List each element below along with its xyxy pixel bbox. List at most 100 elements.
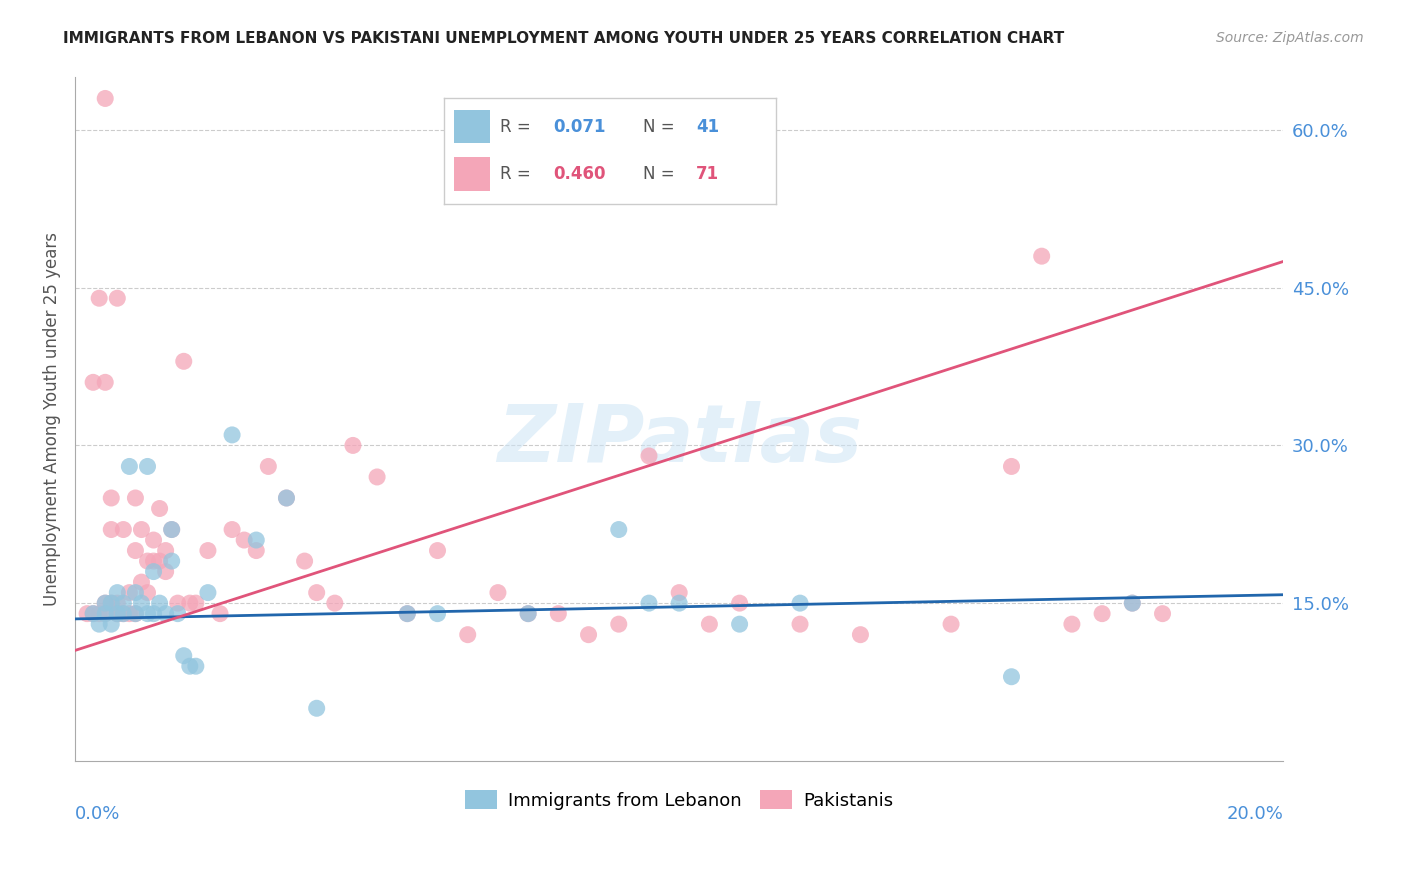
Point <box>1152 607 1174 621</box>
Y-axis label: Unemployment Among Youth under 25 years: Unemployment Among Youth under 25 years <box>44 232 60 607</box>
Text: Source: ZipAtlas.com: Source: ZipAtlas.com <box>1216 31 1364 45</box>
Point <box>100 523 122 537</box>
Point <box>124 491 146 505</box>
Point <box>426 543 449 558</box>
Point <box>112 523 135 537</box>
Point <box>184 659 207 673</box>
Point <box>1031 249 1053 263</box>
Point <box>136 585 159 599</box>
Point <box>939 617 962 632</box>
Point <box>105 607 128 621</box>
Point <box>728 617 751 632</box>
Point <box>94 91 117 105</box>
Point <box>396 607 419 621</box>
Point <box>82 607 104 621</box>
Point <box>221 428 243 442</box>
Point <box>124 607 146 621</box>
Point <box>136 554 159 568</box>
Point <box>89 291 111 305</box>
Point <box>149 501 172 516</box>
Point <box>366 470 388 484</box>
Point <box>728 596 751 610</box>
Point <box>142 554 165 568</box>
Point <box>160 523 183 537</box>
Point <box>179 596 201 610</box>
Point <box>517 607 540 621</box>
Point <box>1091 607 1114 621</box>
Point <box>155 565 177 579</box>
Point <box>100 596 122 610</box>
Text: 0.0%: 0.0% <box>75 805 121 823</box>
Point <box>396 607 419 621</box>
Point <box>638 596 661 610</box>
Point <box>221 523 243 537</box>
Point <box>578 628 600 642</box>
Point <box>124 543 146 558</box>
Point <box>131 575 153 590</box>
Point <box>1060 617 1083 632</box>
Point <box>131 596 153 610</box>
Point <box>89 607 111 621</box>
Point <box>342 438 364 452</box>
Point <box>136 607 159 621</box>
Point <box>155 543 177 558</box>
Point <box>517 607 540 621</box>
Point <box>184 596 207 610</box>
Point <box>105 607 128 621</box>
Point <box>305 701 328 715</box>
Point <box>245 543 267 558</box>
Point <box>1000 459 1022 474</box>
Point <box>276 491 298 505</box>
Point <box>160 554 183 568</box>
Point <box>142 607 165 621</box>
Point <box>197 585 219 599</box>
Point <box>100 596 122 610</box>
Point <box>142 565 165 579</box>
Point <box>849 628 872 642</box>
Point <box>245 533 267 547</box>
Point <box>142 533 165 547</box>
Point <box>173 648 195 663</box>
Point <box>607 617 630 632</box>
Point <box>155 607 177 621</box>
Point <box>699 617 721 632</box>
Point <box>179 659 201 673</box>
Point <box>789 596 811 610</box>
Point <box>112 607 135 621</box>
Point <box>547 607 569 621</box>
Point <box>94 376 117 390</box>
Point <box>82 376 104 390</box>
Point <box>94 596 117 610</box>
Point <box>1000 670 1022 684</box>
Point <box>112 607 135 621</box>
Point <box>457 628 479 642</box>
Point <box>486 585 509 599</box>
Point <box>100 617 122 632</box>
Point <box>89 617 111 632</box>
Point <box>94 607 117 621</box>
Point <box>94 596 117 610</box>
Point <box>118 459 141 474</box>
Point <box>668 596 690 610</box>
Point <box>124 607 146 621</box>
Point <box>82 607 104 621</box>
Point <box>426 607 449 621</box>
Point <box>105 585 128 599</box>
Point <box>166 596 188 610</box>
Point <box>136 459 159 474</box>
Point <box>607 523 630 537</box>
Point <box>112 596 135 610</box>
Text: ZIPatlas: ZIPatlas <box>496 401 862 479</box>
Point <box>257 459 280 474</box>
Point <box>1121 596 1143 610</box>
Point <box>118 585 141 599</box>
Point <box>294 554 316 568</box>
Point <box>124 585 146 599</box>
Legend: Immigrants from Lebanon, Pakistanis: Immigrants from Lebanon, Pakistanis <box>458 783 901 817</box>
Point <box>166 607 188 621</box>
Point <box>76 607 98 621</box>
Point <box>208 607 231 621</box>
Point <box>100 491 122 505</box>
Point <box>1121 596 1143 610</box>
Point <box>638 449 661 463</box>
